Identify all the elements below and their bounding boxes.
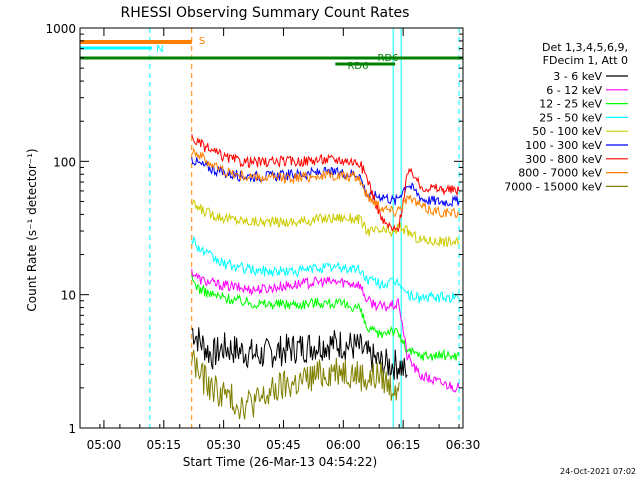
series-line-3-6-kev <box>191 327 408 380</box>
chart-title: RHESSI Observing Summary Count Rates <box>121 5 410 21</box>
legend: Det 1,3,4,5,6,9, FDecim 1, Att 0 3 - 6 k… <box>504 41 628 193</box>
legend-label-300-800-kev: 300 - 800 keV <box>525 153 602 166</box>
legend-label-12-25-kev: 12 - 25 keV <box>539 98 602 111</box>
annotation-label-rd6-4: RD6 <box>347 61 368 72</box>
x-tick-label-06-00: 06:00 <box>326 438 361 452</box>
legend-label-50-100-kev: 50 - 100 keV <box>532 125 602 138</box>
x-tick-label-05-30: 05:30 <box>206 438 241 452</box>
y-tick-label-100: 100 <box>53 155 76 169</box>
plot-frame <box>79 27 464 429</box>
x-axis-label: Start Time (26-Mar-13 04:54:22) <box>183 455 377 469</box>
series-line-25-50-kev <box>191 236 460 304</box>
legend-label-6-12-kev: 6 - 12 keV <box>546 84 602 97</box>
annotation-label-n-2: N <box>156 44 163 55</box>
series-line-800-7000-kev <box>191 147 460 219</box>
annotation-label-rd6-3: RD6 <box>377 53 398 64</box>
series-line-7000-15000-kev <box>191 349 400 420</box>
legend-label-800-7000-kev: 800 - 7000 keV <box>518 167 602 180</box>
x-tick-label-06-30: 06:30 <box>446 438 481 452</box>
x-tick-label-05-15: 05:15 <box>146 438 181 452</box>
series-line-6-12-kev <box>191 268 460 393</box>
x-tick-label-05-00: 05:00 <box>87 438 122 452</box>
plot-content: S N RD6 RD6 <box>80 28 463 428</box>
legend-title-line-1: Det 1,3,4,5,6,9, <box>542 41 628 54</box>
y-tick-label-10: 10 <box>61 289 76 303</box>
x-axis: 05:00 05:15 05:30 05:45 06:00 06:15 06:30 <box>79 28 481 452</box>
y-axis: 1 10 100 1000 <box>45 22 463 436</box>
series-line-300-800-kev <box>191 134 460 232</box>
y-tick-label-1000: 1000 <box>45 22 76 36</box>
series-line-100-300-kev <box>191 157 460 207</box>
y-axis-label: Count Rate (s⁻¹ detector⁻¹) <box>25 148 39 311</box>
x-tick-label-06-15: 06:15 <box>386 438 421 452</box>
legend-title-line-2: FDecim 1, Att 0 <box>543 54 628 67</box>
x-tick-label-05-45: 05:45 <box>266 438 301 452</box>
y-tick-label-1: 1 <box>68 422 76 436</box>
legend-label-3-6-kev: 3 - 6 keV <box>553 70 602 83</box>
annotation-label-s-1: S <box>199 36 205 47</box>
series-line-12-25-kev <box>191 274 460 361</box>
legend-label-100-300-kev: 100 - 300 keV <box>525 139 602 152</box>
series-line-50-100-kev <box>191 199 460 248</box>
legend-label-25-50-kev: 25 - 50 keV <box>539 111 602 124</box>
legend-label-7000-15000-kev: 7000 - 15000 keV <box>504 180 602 193</box>
footer-timestamp: 24-Oct-2021 07:02 <box>560 467 636 476</box>
